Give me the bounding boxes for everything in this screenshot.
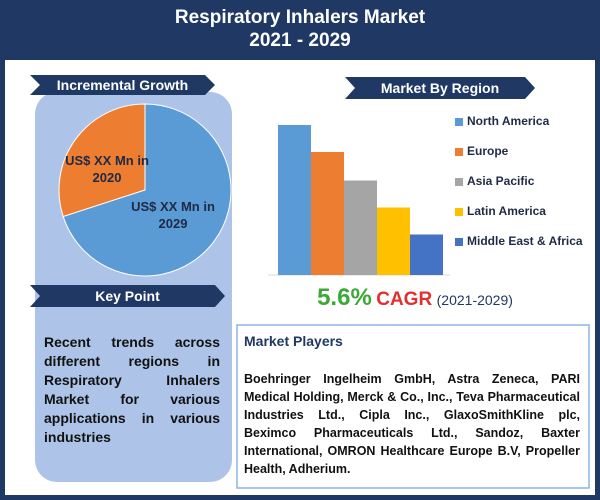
cagr-value: 5.6% — [317, 284, 372, 311]
banner — [30, 75, 215, 95]
pie-slice — [58, 103, 146, 218]
pie-slice — [62, 103, 232, 277]
bar — [278, 125, 311, 275]
banner-text: Key Point — [95, 288, 160, 304]
legend-swatch — [455, 148, 463, 156]
legend-swatch — [455, 208, 463, 216]
bar — [410, 234, 443, 275]
banner — [345, 77, 535, 99]
legend-swatch — [455, 238, 463, 246]
cagr-label: CAGR — [376, 289, 433, 310]
legend-label: Asia Pacific — [467, 174, 535, 188]
pie-label: US$ XX Mn in 2029 — [131, 199, 215, 231]
banner-text: Incremental Growth — [56, 77, 189, 93]
bar-chart — [268, 118, 463, 276]
bar — [377, 207, 410, 275]
key-point-text: Recent trends across different regions i… — [44, 334, 220, 445]
legend-swatch — [455, 118, 463, 126]
title-line: 2021 - 2029 — [249, 30, 351, 51]
players-box — [236, 324, 590, 489]
legend-label: North America — [467, 114, 550, 128]
legend-label: Latin America — [467, 204, 546, 218]
title: Respiratory Inhalers Market 2021 - 2029 — [0, 6, 600, 52]
bar — [311, 152, 344, 275]
pie-label: US$ XX Mn in 2020 — [65, 153, 149, 185]
title-line: Respiratory Inhalers Market — [174, 7, 426, 28]
players-heading: Market Players — [244, 333, 343, 349]
cagr: 5.6% CAGR (2021-2029) — [240, 284, 590, 312]
legend-label: Middle East & Africa — [467, 234, 583, 248]
pie — [58, 103, 232, 277]
banner — [30, 285, 225, 307]
legend-label: Europe — [467, 144, 509, 158]
banner-text: Market By Region — [380, 80, 500, 96]
bar — [344, 180, 377, 275]
players-text: Boehringer Ingelheim GmbH, Astra Zeneca,… — [244, 372, 580, 476]
legend-swatch — [455, 178, 463, 186]
cagr-period: (2021-2029) — [436, 292, 513, 308]
